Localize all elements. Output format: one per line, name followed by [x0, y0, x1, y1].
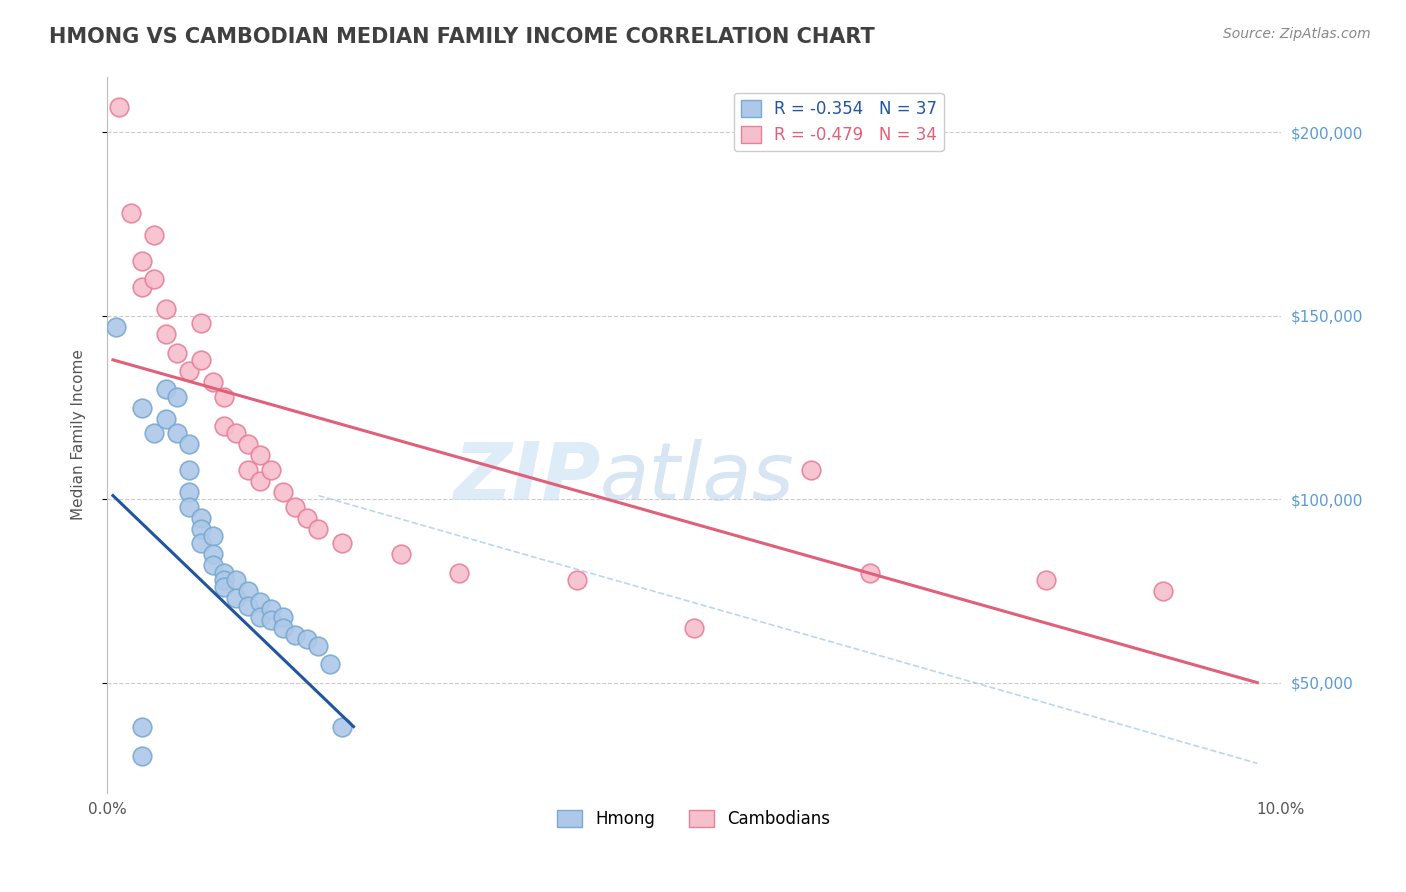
Point — [190, 510, 212, 524]
Point — [1035, 573, 1057, 587]
Point — [131, 279, 153, 293]
Point — [105, 319, 128, 334]
Point — [565, 573, 588, 587]
Point — [131, 253, 153, 268]
Point — [319, 657, 342, 672]
Point — [143, 228, 166, 243]
Text: ZIP: ZIP — [453, 439, 600, 517]
Point — [143, 272, 166, 286]
Point — [201, 375, 224, 389]
Point — [155, 327, 177, 342]
Point — [271, 609, 294, 624]
Point — [179, 484, 201, 499]
Point — [271, 621, 294, 635]
Text: Source: ZipAtlas.com: Source: ZipAtlas.com — [1223, 27, 1371, 41]
Point — [236, 583, 259, 598]
Point — [108, 100, 131, 114]
Point — [389, 547, 412, 561]
Point — [201, 547, 224, 561]
Point — [143, 426, 166, 441]
Point — [166, 345, 188, 359]
Point — [307, 522, 329, 536]
Point — [179, 463, 201, 477]
Point — [179, 437, 201, 451]
Point — [190, 536, 212, 550]
Legend: Hmong, Cambodians: Hmong, Cambodians — [551, 803, 837, 834]
Point — [120, 206, 142, 220]
Text: HMONG VS CAMBODIAN MEDIAN FAMILY INCOME CORRELATION CHART: HMONG VS CAMBODIAN MEDIAN FAMILY INCOME … — [49, 27, 875, 46]
Point — [284, 628, 307, 642]
Point — [249, 448, 271, 462]
Point — [295, 632, 318, 646]
Point — [236, 599, 259, 613]
Point — [249, 595, 271, 609]
Point — [260, 463, 283, 477]
Point — [225, 573, 247, 587]
Point — [179, 500, 201, 514]
Point — [201, 529, 224, 543]
Point — [236, 463, 259, 477]
Point — [214, 566, 236, 580]
Point — [330, 536, 353, 550]
Point — [683, 621, 706, 635]
Point — [1152, 583, 1174, 598]
Point — [190, 316, 212, 330]
Point — [330, 720, 353, 734]
Point — [236, 437, 259, 451]
Point — [166, 426, 188, 441]
Point — [260, 602, 283, 616]
Point — [155, 382, 177, 396]
Point — [449, 566, 471, 580]
Point — [179, 364, 201, 378]
Point — [225, 426, 247, 441]
Point — [800, 463, 823, 477]
Point — [201, 558, 224, 573]
Point — [307, 639, 329, 653]
Point — [155, 411, 177, 425]
Point — [295, 510, 318, 524]
Point — [131, 749, 153, 764]
Text: atlas: atlas — [600, 439, 794, 517]
Point — [190, 352, 212, 367]
Point — [249, 609, 271, 624]
Point — [214, 390, 236, 404]
Point — [260, 613, 283, 627]
Point — [284, 500, 307, 514]
Point — [155, 301, 177, 316]
Point — [166, 390, 188, 404]
Point — [131, 720, 153, 734]
Point — [271, 484, 294, 499]
Point — [131, 401, 153, 415]
Point — [214, 580, 236, 594]
Point — [225, 591, 247, 606]
Point — [214, 418, 236, 433]
Y-axis label: Median Family Income: Median Family Income — [72, 350, 86, 521]
Point — [190, 522, 212, 536]
Point — [214, 573, 236, 587]
Point — [859, 566, 882, 580]
Point — [249, 474, 271, 488]
